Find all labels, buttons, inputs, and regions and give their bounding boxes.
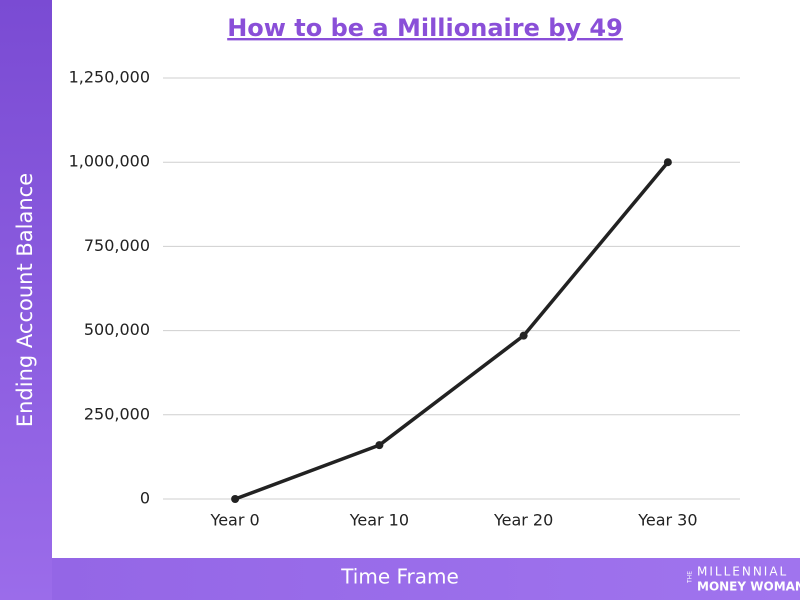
point (519, 331, 528, 340)
chart-title: How to be a Millionaire by 49 (227, 14, 623, 42)
point (375, 441, 384, 450)
bottom-band (52, 558, 800, 600)
point (663, 158, 672, 167)
logo-line1: MILLENNIAL (697, 565, 788, 579)
point (231, 495, 240, 503)
y-tick-label: 1,000,000 (69, 152, 150, 171)
x-tick-label: Year 20 (493, 511, 553, 530)
y-tick-label: 1,250,000 (69, 68, 150, 87)
logo-line2: MONEY WOMAN (697, 580, 800, 594)
y-tick-label: 0 (140, 489, 150, 508)
y-tick-label: 750,000 (84, 236, 150, 255)
x-tick-label: Year 10 (349, 511, 409, 530)
line (234, 161, 670, 501)
y-tick-label: 250,000 (84, 404, 150, 423)
x-tick-label: Year 30 (637, 511, 697, 530)
logo-prefix: THE (687, 571, 694, 584)
y-axis-label: Ending Account Balance (13, 173, 37, 427)
y-tick-label: 500,000 (84, 320, 150, 339)
x-axis-label: Time Frame (340, 565, 459, 589)
x-tick-label: Year 0 (210, 511, 260, 530)
left-band (0, 0, 52, 600)
